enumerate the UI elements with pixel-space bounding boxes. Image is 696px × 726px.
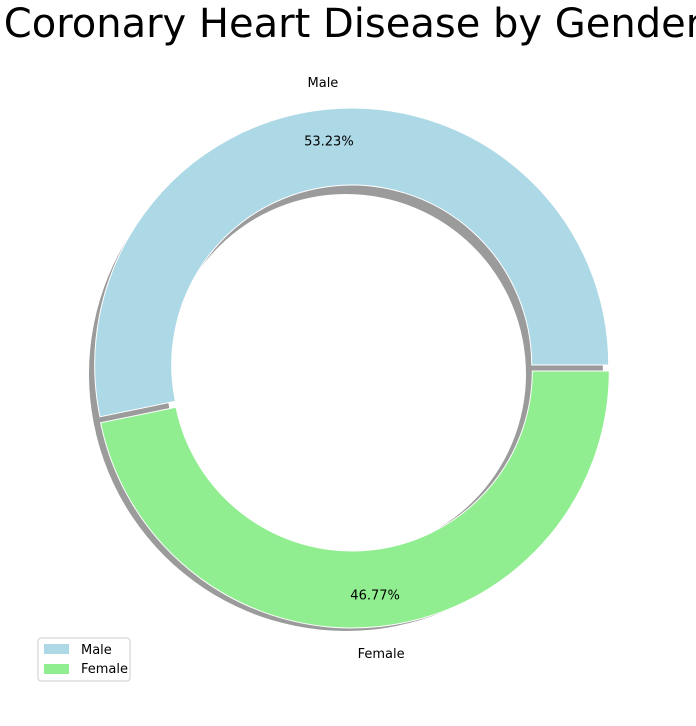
legend-swatch-male — [44, 644, 69, 654]
legend-label-male: Male — [81, 643, 112, 658]
slice-value-male: 53.23% — [304, 135, 354, 150]
legend-swatch-female — [44, 664, 69, 674]
slice-labels: Male 53.23% Female 46.77% — [304, 76, 404, 662]
slice-label-female: Female — [358, 647, 405, 662]
slice-female — [99, 370, 610, 629]
legend: Male Female — [37, 637, 131, 682]
donut-slices — [94, 107, 610, 629]
slice-label-male: Male — [308, 76, 339, 91]
legend-label-female: Female — [81, 662, 128, 677]
chart-title: Coronary Heart Disease by Gender — [4, 1, 696, 47]
slice-value-female: 46.77% — [350, 588, 400, 603]
slice-male — [94, 107, 610, 418]
